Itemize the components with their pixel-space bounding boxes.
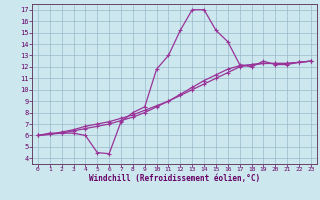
- X-axis label: Windchill (Refroidissement éolien,°C): Windchill (Refroidissement éolien,°C): [89, 174, 260, 183]
